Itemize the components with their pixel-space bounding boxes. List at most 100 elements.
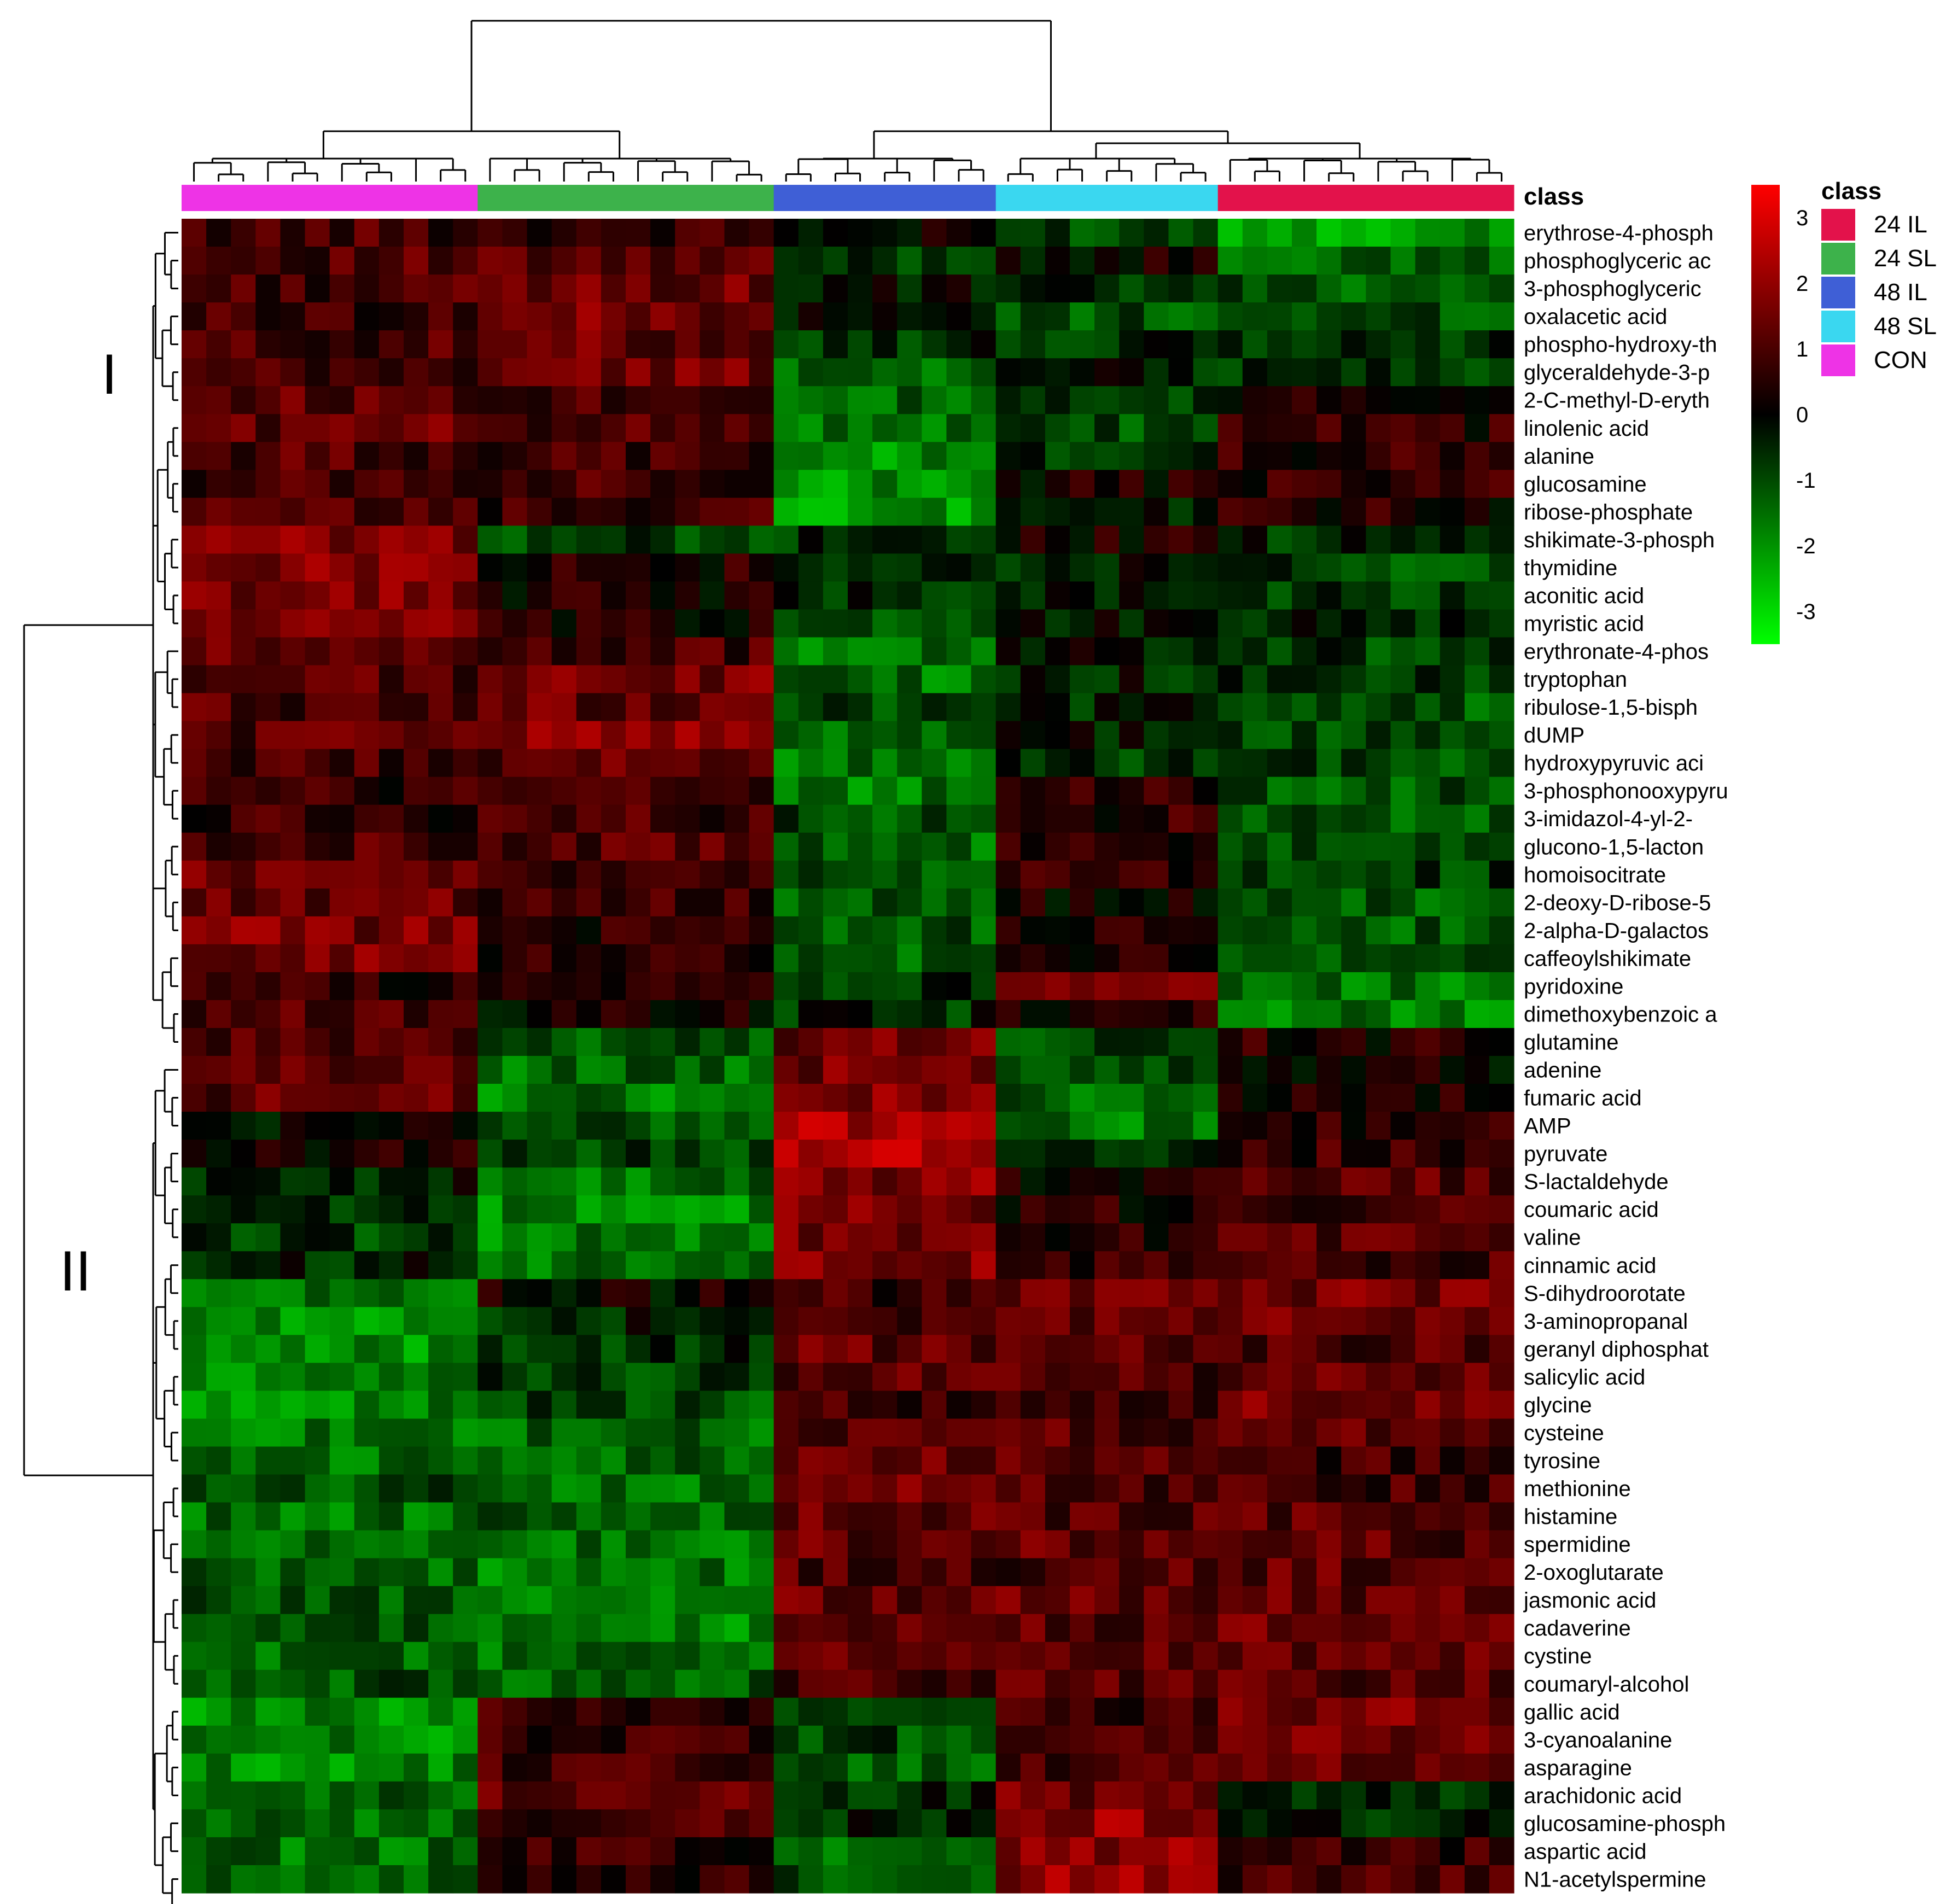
heatmap-cell [1489, 972, 1514, 1001]
heatmap-cell [1316, 1279, 1342, 1307]
row-label: 2-deoxy-D-ribose-5 [1524, 891, 1711, 915]
heatmap-cell [1489, 414, 1514, 442]
heatmap-cell [502, 1474, 528, 1503]
heatmap-cell [576, 804, 602, 833]
heatmap-cell [1168, 498, 1194, 526]
heatmap-cell [1366, 1837, 1391, 1866]
heatmap-cell [1415, 219, 1441, 247]
heatmap-cell [280, 665, 306, 694]
heatmap-cell [700, 1558, 725, 1587]
heatmap-cell [404, 581, 429, 610]
heatmap-cell [453, 1056, 478, 1084]
heatmap-cell [1168, 1167, 1194, 1196]
heatmap-cell [378, 1725, 404, 1754]
heatmap-cell [329, 1446, 355, 1475]
heatmap-cell [650, 944, 675, 973]
heatmap-cell [1144, 581, 1169, 610]
heatmap-cell [1489, 1809, 1514, 1838]
heatmap-cell [1094, 1363, 1120, 1391]
heatmap-cell [1094, 721, 1120, 750]
heatmap-cell [305, 1446, 330, 1475]
heatmap-cell [823, 1725, 848, 1754]
heatmap-cell [1242, 1000, 1268, 1029]
heatmap-cell [1020, 832, 1046, 861]
heatmap-cell [626, 1837, 651, 1866]
heatmap-cell [502, 693, 528, 722]
heatmap-cell [255, 330, 281, 359]
heatmap-cell [724, 1446, 750, 1475]
heatmap-cell [773, 553, 799, 582]
heatmap-cell [922, 1251, 947, 1280]
heatmap-cell [1366, 1167, 1391, 1196]
heatmap-cell [798, 1586, 824, 1615]
heatmap-cell [206, 1027, 231, 1056]
heatmap-cell [675, 1781, 700, 1810]
heatmap-cell [1440, 525, 1465, 554]
heatmap-cell [650, 637, 675, 666]
heatmap-cell [650, 302, 675, 331]
heatmap-cell [700, 553, 725, 582]
heatmap-cell [551, 1781, 577, 1810]
heatmap-cell [675, 1223, 700, 1252]
heatmap-cell [971, 1279, 997, 1307]
heatmap-cell [922, 1418, 947, 1447]
heatmap-cell [971, 972, 997, 1001]
heatmap-cell [675, 1167, 700, 1196]
heatmap-cell [848, 916, 873, 945]
heatmap-cell [1242, 581, 1268, 610]
heatmap-cell [354, 1307, 380, 1335]
heatmap-cell [329, 721, 355, 750]
heatmap-cell [305, 804, 330, 833]
heatmap-cell [182, 1279, 207, 1307]
heatmap-cell [1489, 1084, 1514, 1112]
heatmap-cell [1144, 1502, 1169, 1531]
heatmap-cell [1168, 1363, 1194, 1391]
heatmap-cell [378, 609, 404, 638]
heatmap-cell [255, 1446, 281, 1475]
heatmap-cell [1366, 860, 1391, 889]
heatmap-cell [1020, 916, 1046, 945]
heatmap-cell [428, 1669, 453, 1698]
heatmap-cell [1366, 916, 1391, 945]
heatmap-cell [231, 1669, 256, 1698]
heatmap-cell [1119, 442, 1144, 470]
heatmap-cell [1119, 302, 1144, 331]
heatmap-cell [675, 414, 700, 442]
heatmap-cell [231, 972, 256, 1001]
heatmap-cell [773, 944, 799, 973]
heatmap-cell [206, 553, 231, 582]
heatmap-cell [650, 1335, 675, 1363]
heatmap-cell [354, 1391, 380, 1420]
heatmap-cell [626, 330, 651, 359]
heatmap-cell [872, 581, 898, 610]
heatmap-cell [700, 749, 725, 778]
heatmap-cell [182, 1669, 207, 1698]
heatmap-cell [1415, 721, 1441, 750]
heatmap-cell [1390, 1614, 1416, 1643]
heatmap-cell [404, 1084, 429, 1112]
heatmap-cell [700, 1642, 725, 1671]
heatmap-cell [823, 1307, 848, 1335]
heatmap-cell [255, 1112, 281, 1140]
heatmap-cell [502, 302, 528, 331]
heatmap-cell [477, 1753, 503, 1782]
heatmap-cell [1415, 470, 1441, 498]
heatmap-cell [206, 749, 231, 778]
heatmap-cell [1020, 1084, 1046, 1112]
heatmap-cell [1316, 944, 1342, 973]
heatmap-cell [1316, 358, 1342, 387]
heatmap-cell [1217, 1586, 1243, 1615]
heatmap-cell [1119, 1837, 1144, 1866]
heatmap-cell [946, 525, 972, 554]
heatmap-cell [182, 1140, 207, 1168]
heatmap-cell [182, 1474, 207, 1503]
heatmap-cell [354, 1084, 380, 1112]
heatmap-cell [1366, 1279, 1391, 1307]
heatmap-cell [773, 1140, 799, 1168]
heatmap-cell [922, 1614, 947, 1643]
heatmap-cell [1489, 247, 1514, 275]
heatmap-cell [527, 749, 552, 778]
row-label: aspartic acid [1524, 1839, 1647, 1864]
heatmap-cell [576, 1418, 602, 1447]
